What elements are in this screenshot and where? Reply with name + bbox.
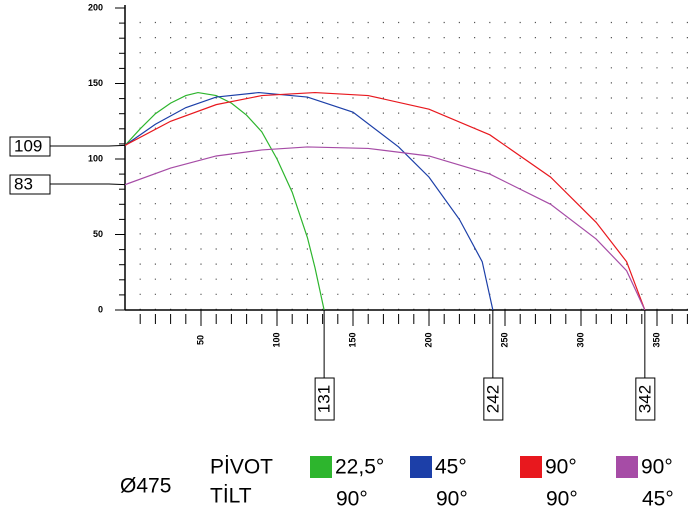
x-tick-label: 250 — [499, 332, 509, 347]
x-tick-label: 100 — [271, 332, 281, 347]
callout-label: 242 — [483, 385, 502, 413]
series-line — [124, 91, 494, 311]
legend-row-label: TİLT — [210, 485, 252, 508]
legend-swatch — [616, 456, 638, 478]
y-tick-label: 100 — [88, 153, 103, 163]
legend-tilt: 90° — [336, 488, 368, 511]
x-tick-label: 150 — [347, 332, 357, 347]
y-tick-label: 0 — [98, 304, 103, 314]
callout-leader — [50, 144, 126, 147]
legend-row-label: PİVOT — [210, 456, 273, 479]
series-line — [124, 146, 646, 311]
x-tick-label: 50 — [195, 335, 205, 345]
legend-tilt: 90° — [546, 488, 578, 511]
legend-tilt: 90° — [436, 488, 468, 511]
callout-label: 109 — [14, 136, 42, 155]
series-line — [124, 91, 325, 311]
callout-leader — [50, 183, 126, 186]
x-tick-label: 200 — [423, 332, 433, 347]
callout-box — [314, 377, 335, 421]
legend-swatch — [520, 456, 542, 478]
y-tick-label: 200 — [88, 2, 103, 12]
callout-label: 83 — [14, 174, 33, 193]
x-tick-label: 350 — [651, 332, 661, 347]
legend-tilt: 45° — [642, 488, 674, 511]
legend-label: 90° — [641, 456, 673, 479]
legend-title: Ø475 — [120, 475, 171, 498]
legend-label: 90° — [545, 456, 577, 479]
legend-swatch — [410, 456, 432, 478]
callout-label: 342 — [635, 385, 654, 413]
y-tick-label: 150 — [88, 78, 103, 88]
legend-label: 45° — [435, 456, 467, 479]
series-line — [124, 91, 646, 311]
callout-label: 131 — [315, 385, 334, 413]
callout-box — [483, 377, 504, 421]
x-tick-label: 300 — [575, 332, 585, 347]
callout-box — [635, 377, 656, 421]
legend-label: 22,5° — [335, 456, 384, 479]
legend-swatch — [310, 456, 332, 478]
y-tick-label: 50 — [93, 229, 103, 239]
